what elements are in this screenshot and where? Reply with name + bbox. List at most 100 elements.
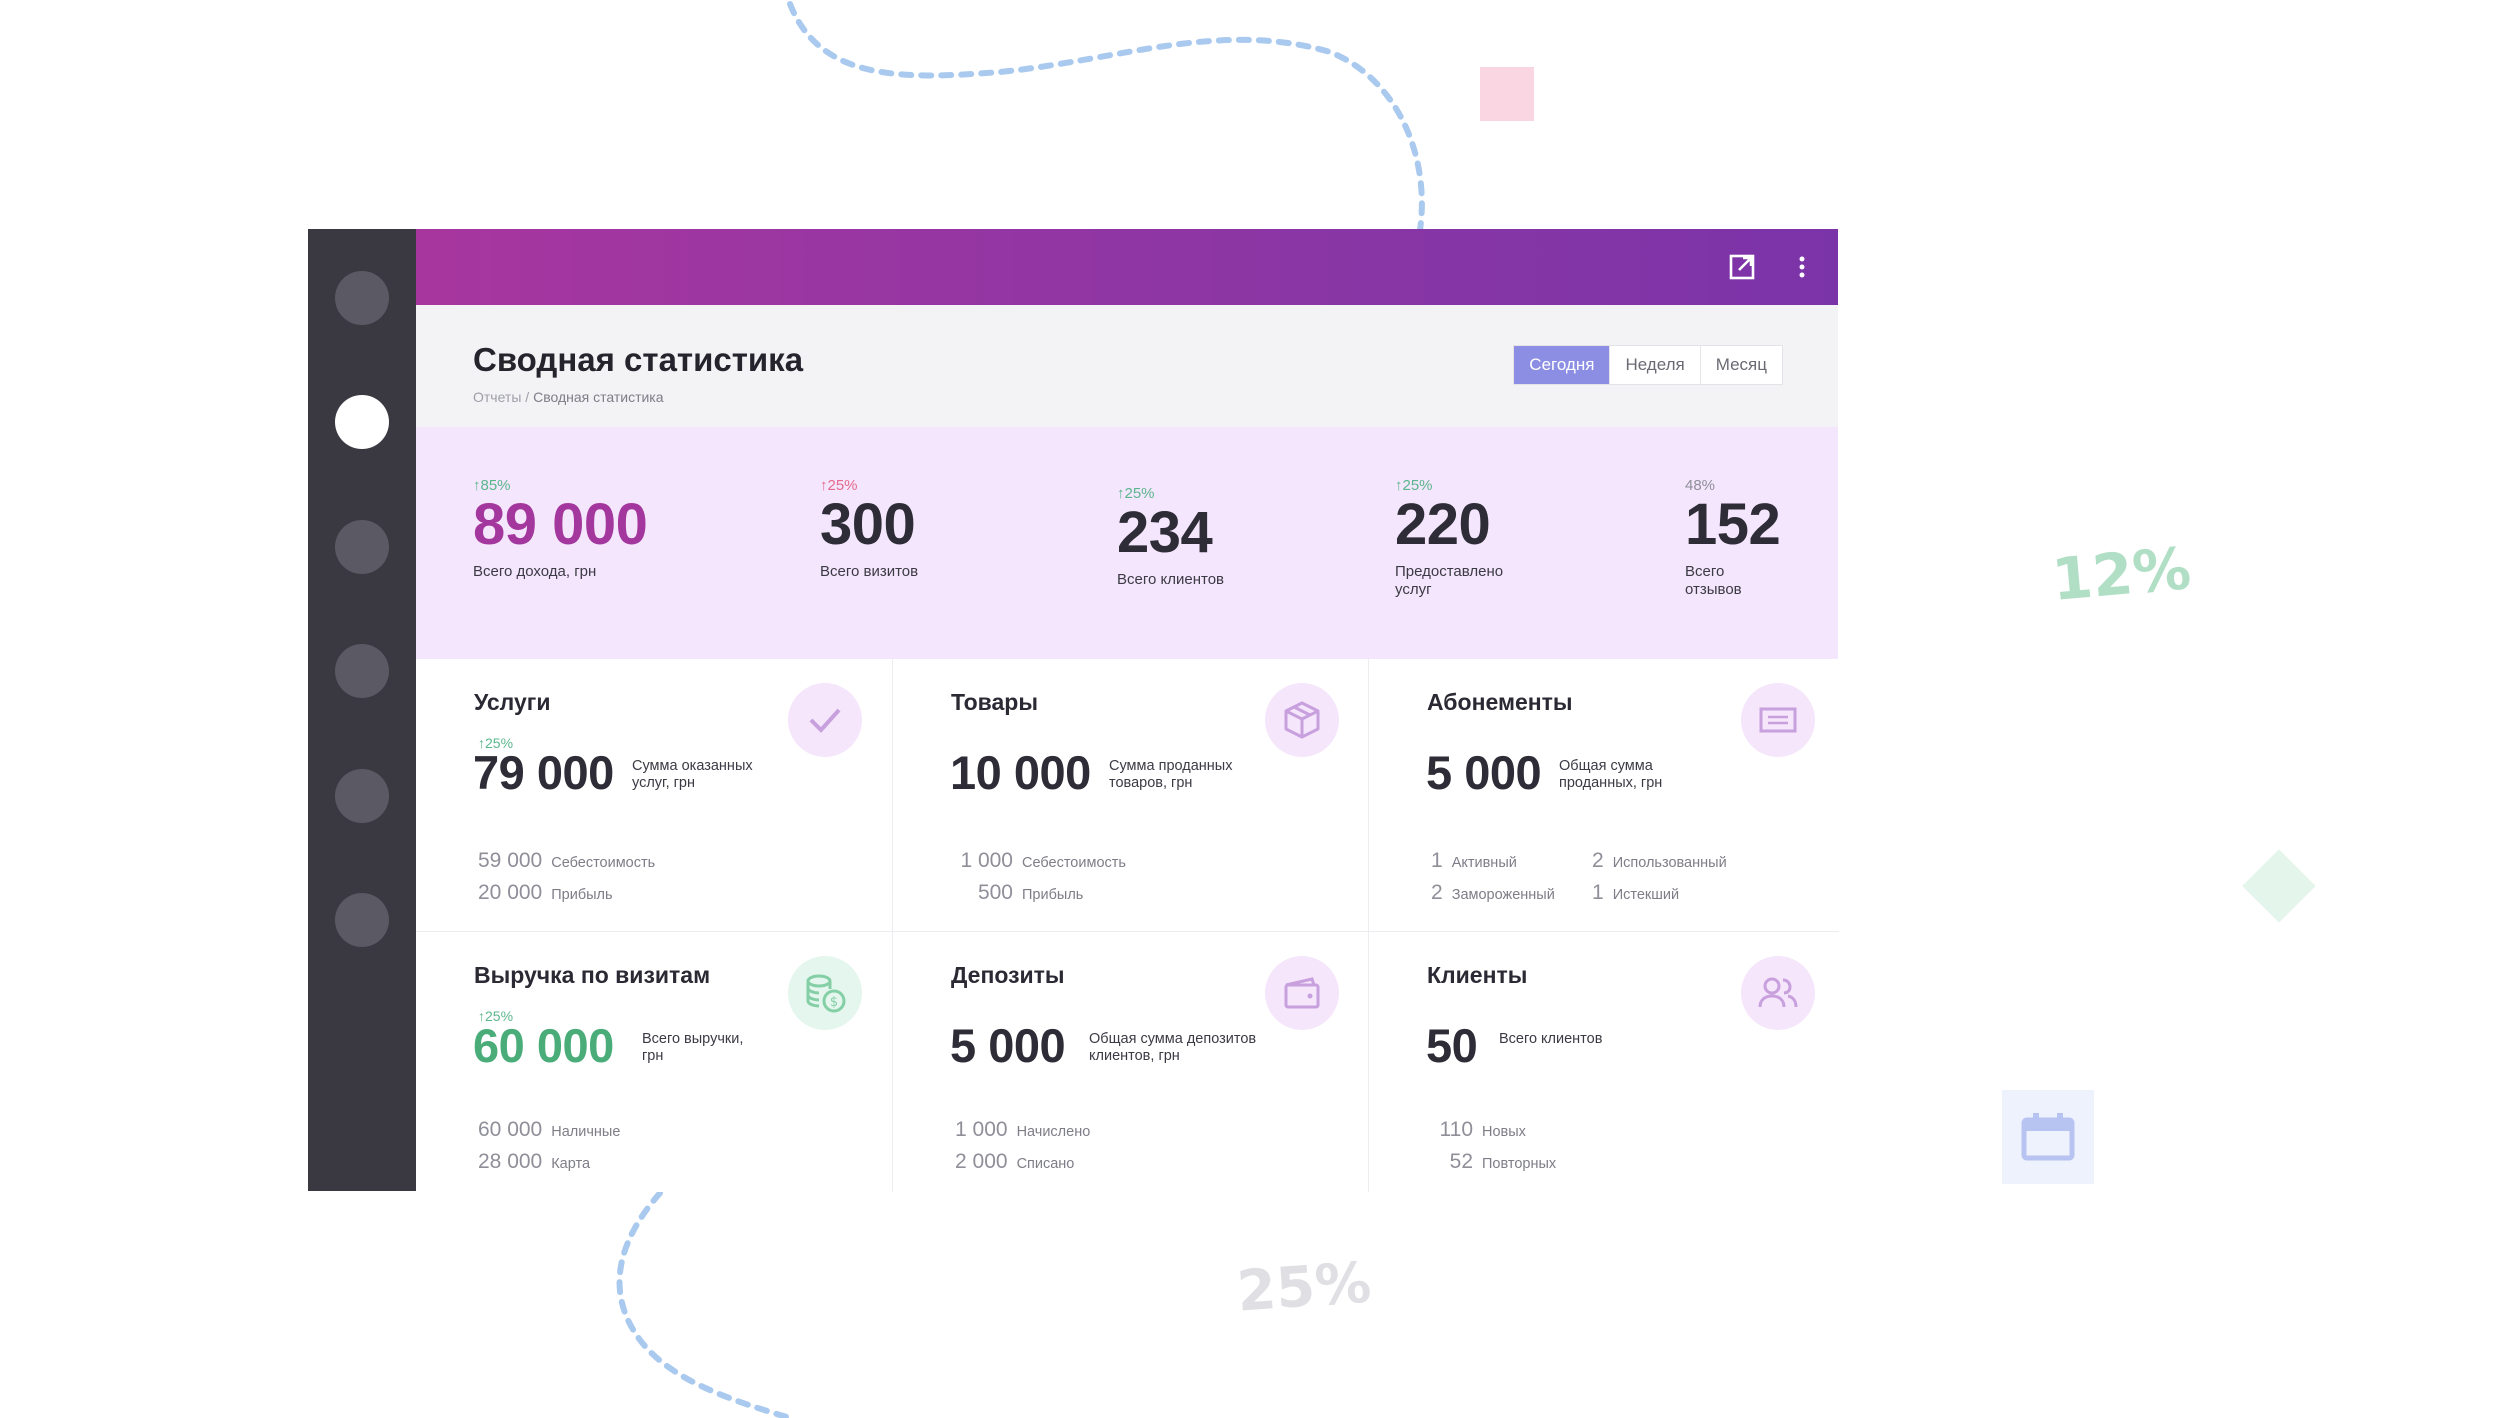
row-label: Карта <box>551 1156 591 1172</box>
period-today-button[interactable]: Сегодня <box>1514 346 1610 384</box>
card-row: 1 000 Себестоимость <box>955 849 1126 873</box>
card-visit-revenue: Выручка по визитам $ ↑25% 60 000 Всего в… <box>416 931 892 1192</box>
svg-text:$: $ <box>830 995 838 1010</box>
card-row: 28 000 Карта <box>478 1150 590 1174</box>
row-number: 2 000 <box>955 1150 1008 1173</box>
card-value: 60 000 <box>473 1019 614 1072</box>
card-row: 1 Истекший <box>1592 881 1679 905</box>
card-desc: Сумма оказанных услуг, грн <box>632 758 753 792</box>
card-row: 110 Новых <box>1431 1118 1526 1142</box>
row-label: Наличные <box>551 1124 621 1140</box>
open-external-icon[interactable] <box>1728 253 1756 281</box>
card-delta: ↑25% <box>478 1008 514 1024</box>
card-row: 1 000 Начислено <box>955 1118 1090 1142</box>
card-title: Услуги <box>474 689 551 715</box>
card-row: 500 Прибыль <box>955 881 1083 905</box>
stat-label: Всего визитов <box>820 562 919 580</box>
stat-label: Всего клиентов <box>1117 570 1224 588</box>
stat-label: Всего дохода, грн <box>473 562 597 580</box>
row-number: 2 <box>1431 881 1443 904</box>
card-desc: Всего выручки, грн <box>642 1031 744 1065</box>
sidebar-item-3[interactable] <box>335 520 389 574</box>
row-number: 1 <box>1431 849 1443 872</box>
dashboard-window: Сводная статистика Отчеты / Сводная стат… <box>308 229 1839 1192</box>
card-title: Товары <box>951 689 1038 715</box>
stat-visits: ↑25% 300 Всего визитов <box>820 477 918 581</box>
card-row: 60 000 Наличные <box>478 1118 620 1142</box>
wallet-icon <box>1284 977 1320 1009</box>
decor-calendar-box <box>2002 1090 2094 1184</box>
stat-services: ↑25% 220 Предоставлено услуг <box>1395 477 1525 599</box>
decor-pink-square <box>1480 67 1534 121</box>
row-label: Себестоимость <box>1022 855 1126 871</box>
breadcrumb-separator: / <box>521 389 534 405</box>
sidebar-item-1[interactable] <box>335 271 389 325</box>
card-row: 1 Активный <box>1431 849 1517 873</box>
card-row: 52 Повторных <box>1431 1150 1557 1174</box>
row-label: Истекший <box>1612 887 1680 903</box>
card-icon-wrap <box>788 683 862 757</box>
row-label: Прибыль <box>1022 887 1084 903</box>
top-bar <box>416 229 1838 305</box>
stat-reviews: 48% 152 Всего отзывов <box>1685 477 1781 599</box>
row-number: 60 000 <box>478 1118 543 1141</box>
row-number: 52 <box>1449 1150 1473 1173</box>
period-switcher: Сегодня Неделя Месяц <box>1513 345 1783 385</box>
check-icon <box>809 708 841 733</box>
stat-delta: ↑25% <box>1117 485 1155 502</box>
decor-percent-gray: 25% <box>1234 1250 1374 1325</box>
coins-icon: $ <box>806 974 846 1013</box>
card-row: 20 000 Прибыль <box>478 881 613 905</box>
card-subscriptions: Абонементы 5 000 Общая сумма проданных, … <box>1368 659 1839 931</box>
sidebar-item-5[interactable] <box>335 769 389 823</box>
row-label: Новых <box>1482 1124 1526 1140</box>
card-row: 2 Замороженный <box>1431 881 1555 905</box>
stat-value: 300 <box>820 492 916 557</box>
stat-value: 234 <box>1117 500 1213 565</box>
card-delta: ↑25% <box>478 735 514 751</box>
period-month-button[interactable]: Месяц <box>1699 346 1782 384</box>
card-deposits: Депозиты 5 000 Общая сумма депозитов кли… <box>892 931 1369 1192</box>
stat-label: Всего отзывов <box>1685 562 1742 598</box>
card-row: 2 000 Списано <box>955 1150 1074 1174</box>
card-value: 5 000 <box>1426 746 1542 799</box>
stat-value: 89 000 <box>473 492 648 557</box>
row-number: 28 000 <box>478 1150 543 1173</box>
sidebar-item-4[interactable] <box>335 644 389 698</box>
card-icon-wrap <box>1741 956 1815 1030</box>
row-number: 1 000 <box>960 849 1013 872</box>
sidebar-item-6[interactable] <box>335 893 389 947</box>
card-icon-wrap <box>1265 956 1339 1030</box>
card-row: 2 Использованный <box>1592 849 1727 873</box>
breadcrumb-current: Сводная статистика <box>533 389 664 405</box>
row-number: 500 <box>977 881 1013 904</box>
row-label: Замороженный <box>1451 887 1555 903</box>
card-desc: Всего клиентов <box>1499 1031 1603 1047</box>
card-icon-wrap: $ <box>788 956 862 1030</box>
stat-value: 220 <box>1395 492 1491 557</box>
ticket-icon <box>1759 707 1797 733</box>
calendar-icon <box>2021 1113 2075 1161</box>
row-label: Использованный <box>1612 855 1727 871</box>
breadcrumb-parent-link[interactable]: Отчеты <box>473 389 522 405</box>
more-vertical-icon[interactable] <box>1788 253 1816 281</box>
sidebar <box>308 229 416 1191</box>
stat-label: Предоставлено услуг <box>1395 562 1504 598</box>
row-number: 110 <box>1439 1118 1473 1141</box>
row-label: Прибыль <box>551 887 613 903</box>
stat-delta: ↑25% <box>820 477 858 494</box>
row-number: 1 <box>1592 881 1604 904</box>
card-goods: Товары 10 000 Сумма проданных товаров, г… <box>892 659 1369 931</box>
row-label: Активный <box>1451 855 1517 871</box>
row-label: Себестоимость <box>551 855 656 871</box>
card-icon-wrap <box>1265 683 1339 757</box>
page-header: Сводная статистика Отчеты / Сводная стат… <box>416 305 1838 427</box>
row-number: 1 000 <box>955 1118 1008 1141</box>
stat-delta: 48% <box>1685 477 1716 494</box>
card-services: Услуги ↑25% 79 000 Сумма оказанных услуг… <box>416 659 892 931</box>
box-icon <box>1284 701 1320 739</box>
card-desc: Общая сумма проданных, грн <box>1559 758 1663 792</box>
page-title: Сводная статистика <box>473 341 804 378</box>
sidebar-item-2-active[interactable] <box>335 395 389 449</box>
period-week-button[interactable]: Неделя <box>1609 346 1699 384</box>
